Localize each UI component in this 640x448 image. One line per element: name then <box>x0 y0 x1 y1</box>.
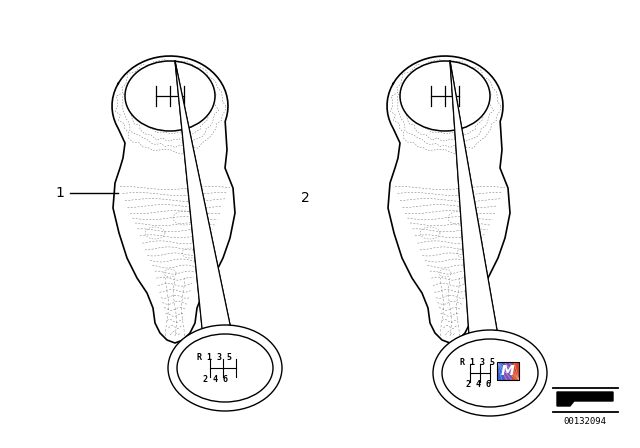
Ellipse shape <box>125 61 215 131</box>
Polygon shape <box>450 61 497 333</box>
Text: 2: 2 <box>301 191 309 205</box>
Text: R 1 3 5: R 1 3 5 <box>197 353 232 362</box>
Polygon shape <box>175 61 230 329</box>
Polygon shape <box>557 392 613 406</box>
Text: 2 4 6: 2 4 6 <box>203 375 228 383</box>
Polygon shape <box>511 362 519 380</box>
Bar <box>497 362 519 380</box>
Text: 2 4 6: 2 4 6 <box>466 379 491 388</box>
Bar <box>497 362 519 380</box>
Text: M: M <box>501 364 515 378</box>
Text: 1: 1 <box>56 186 65 200</box>
Ellipse shape <box>433 330 547 416</box>
Ellipse shape <box>442 339 538 407</box>
Polygon shape <box>497 362 504 380</box>
Polygon shape <box>387 56 510 343</box>
Ellipse shape <box>168 325 282 411</box>
Text: 00132094: 00132094 <box>563 417 607 426</box>
Polygon shape <box>112 56 235 343</box>
Ellipse shape <box>400 61 490 131</box>
Polygon shape <box>504 362 511 380</box>
Text: R 1 3 5: R 1 3 5 <box>460 358 495 366</box>
Ellipse shape <box>177 334 273 402</box>
